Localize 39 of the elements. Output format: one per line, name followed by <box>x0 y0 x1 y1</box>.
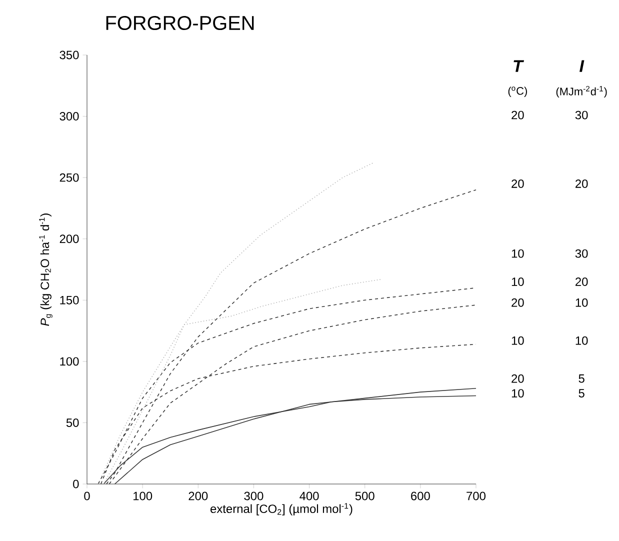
x-tick-label: 100 <box>134 492 152 500</box>
text: 10 <box>512 389 524 398</box>
text: 20 <box>576 179 588 188</box>
text: 30 <box>575 110 588 120</box>
x-tick-label: 500 <box>355 492 374 500</box>
text: 20 <box>512 110 524 120</box>
text: 10 <box>512 278 524 286</box>
text: 20 <box>512 374 524 383</box>
text: 20 <box>512 179 524 188</box>
text: (MJm$^{-2}$d$^{-1}$) <box>556 86 607 98</box>
text: I <box>580 60 584 72</box>
y-tick-label: 0 <box>73 480 79 488</box>
text: 20 <box>512 298 524 307</box>
x-tick-label: 0 <box>84 492 90 500</box>
text: 10 <box>512 249 524 258</box>
x-tick-label: 600 <box>411 492 430 500</box>
y-tick-label: 100 <box>60 357 79 366</box>
text: T <box>514 60 524 72</box>
x-tick-label: 200 <box>188 492 208 500</box>
x-tick-label: 700 <box>466 492 486 500</box>
x-tick-label: 400 <box>300 492 319 500</box>
y-tick-label: 300 <box>60 112 79 121</box>
text: 5 <box>578 374 584 383</box>
text: P$_{g}$ (kg CH$_{2}$O ha$^{-1}$ d$^{-1}$) <box>39 214 52 326</box>
text: 5 <box>578 389 584 398</box>
text: 10 <box>576 298 588 307</box>
text: 20 <box>576 278 588 286</box>
text: 10 <box>512 336 524 345</box>
chart-title: FORGRO-PGEN <box>106 16 254 30</box>
y-tick-label: 150 <box>60 296 79 304</box>
y-tick-label: 200 <box>60 234 79 244</box>
text: ($^{o}$C) <box>508 86 527 97</box>
text: 10 <box>576 336 588 345</box>
text: 30 <box>575 249 588 258</box>
y-tick-label: 50 <box>66 418 79 427</box>
x-tick-label: 300 <box>244 492 264 500</box>
y-tick-label: 250 <box>60 173 79 182</box>
x-axis-title: external [CO$_{2}$] (µmol mol$^{-1}$) <box>210 503 352 516</box>
y-tick-label: 350 <box>60 50 79 60</box>
